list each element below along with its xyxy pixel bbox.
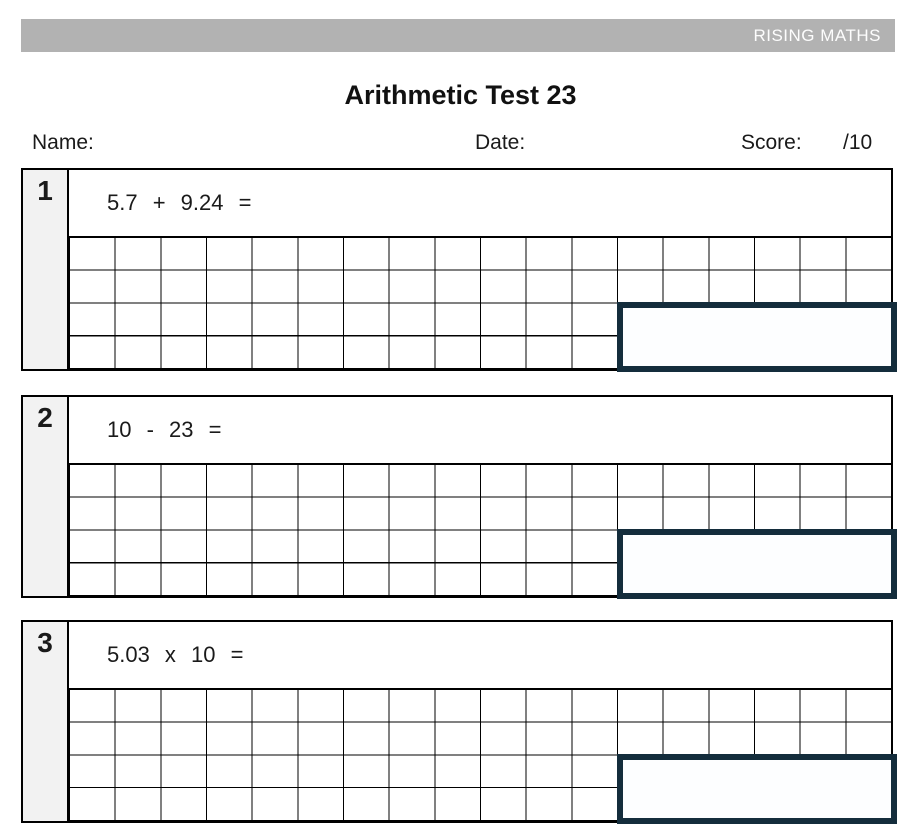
question-number-column: 3 <box>23 622 69 821</box>
question-expression: 5.7 + 9.24 = <box>107 190 252 215</box>
question-number: 2 <box>37 402 53 433</box>
question-text-row: 10 - 23 = <box>69 397 891 464</box>
question-number-column: 2 <box>23 397 69 596</box>
question-number: 3 <box>37 627 53 658</box>
date-label: Date: <box>475 131 526 154</box>
brand-banner: RISING MATHS <box>21 19 895 52</box>
score-label: Score: <box>741 131 802 154</box>
question-box-2: 2 10 - 23 = <box>21 395 897 599</box>
answer-box[interactable] <box>617 754 897 824</box>
brand-text: RISING MATHS <box>753 26 881 45</box>
score-value: /10 <box>843 131 873 154</box>
name-label: Name: <box>32 131 94 154</box>
question-expression: 5.03 x 10 = <box>107 642 244 667</box>
answer-box[interactable] <box>617 529 897 599</box>
meta-row: Name: Date: Score: /10 <box>0 131 921 158</box>
page-title: Arithmetic Test 23 <box>344 80 577 110</box>
question-number: 1 <box>37 175 53 206</box>
answer-box[interactable] <box>617 302 897 372</box>
question-expression: 10 - 23 = <box>107 417 222 442</box>
question-text-row: 5.03 x 10 = <box>69 622 891 689</box>
question-box-3: 3 5.03 x 10 = <box>21 620 897 824</box>
question-box-1: 1 5.7 + 9.24 = <box>21 168 897 372</box>
question-number-column: 1 <box>23 170 69 369</box>
question-text-row: 5.7 + 9.24 = <box>69 170 891 237</box>
